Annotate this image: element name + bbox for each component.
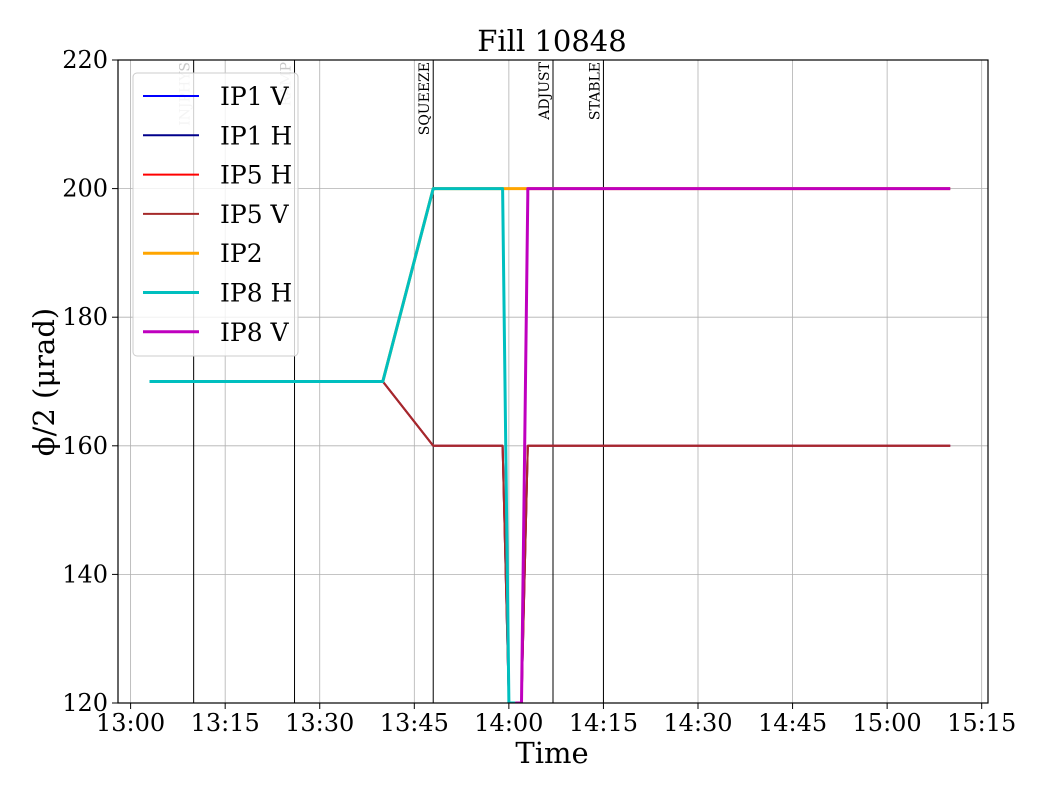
legend-label: IP2: [220, 239, 263, 268]
x-tick-label: 13:30: [285, 709, 354, 737]
x-tick-label: 15:00: [853, 709, 922, 737]
x-tick-label: 13:00: [96, 709, 165, 737]
x-tick-label: 14:45: [758, 709, 827, 737]
y-tick-label: 180: [62, 303, 108, 331]
event-label: SQUEEZE: [417, 62, 433, 135]
series-line: [149, 380, 951, 703]
x-tick-label: 13:45: [380, 709, 449, 737]
legend-box: [132, 72, 299, 357]
legend: IP1 V IP1 H IP5 H IP5 V IP2 IP8 H IP8 V: [132, 72, 299, 357]
series-line: [149, 187, 516, 703]
x-axis-label: Time: [515, 736, 588, 770]
x-tick-label: 15:15: [947, 709, 1016, 737]
x-tick-label: 14:00: [474, 709, 543, 737]
legend-label: IP8 V: [220, 318, 290, 347]
event-label: STABLE: [587, 62, 603, 120]
series-line: [515, 187, 951, 703]
legend-label: IP1 H: [220, 121, 292, 150]
y-axis-label: ϕ/2 (μrad): [27, 308, 61, 456]
y-tick-label: 120: [62, 689, 108, 717]
axis-ticks: 13:00 13:15 13:30 13:45 14:00 14:15 14:30 14:45…: [62, 46, 1016, 737]
x-tick-label: 13:15: [191, 709, 260, 737]
series-line: [149, 380, 951, 703]
legend-label: IP5 V: [220, 200, 290, 229]
plot-area: [149, 187, 951, 703]
legend-label: IP8 H: [220, 279, 292, 308]
legend-label: IP5 H: [220, 161, 292, 190]
legend-label: IP1 V: [220, 82, 290, 111]
x-tick-label: 14:15: [569, 709, 638, 737]
y-tick-label: 200: [62, 175, 108, 203]
y-tick-label: 160: [62, 432, 108, 460]
axes-frame: [117, 59, 989, 704]
event-label: ADJUST: [537, 61, 553, 120]
y-tick-label: 220: [62, 46, 108, 74]
y-tick-label: 140: [62, 560, 108, 588]
chart-title: Fill 10848: [477, 24, 626, 58]
series-line: [149, 380, 951, 703]
x-tick-label: 14:30: [663, 709, 732, 737]
series-lines: [149, 187, 951, 703]
